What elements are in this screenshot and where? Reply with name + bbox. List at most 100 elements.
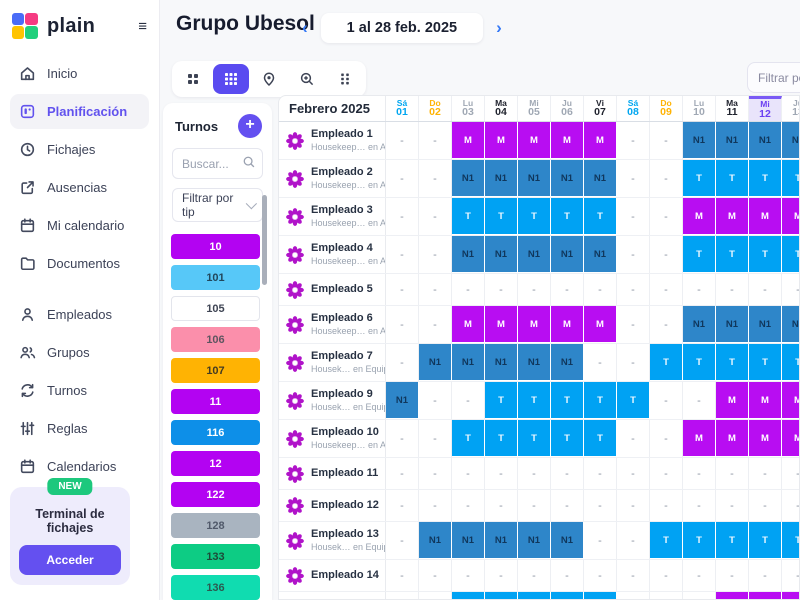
shift-cell[interactable]: M bbox=[749, 198, 782, 235]
shift-cell[interactable]: T bbox=[716, 236, 749, 273]
shift-cell[interactable] bbox=[419, 592, 452, 599]
sidebar-item-inicio[interactable]: Inicio bbox=[10, 56, 149, 91]
shift-cell[interactable]: T bbox=[584, 382, 617, 419]
shift-cell[interactable]: - bbox=[617, 236, 650, 273]
shift-list-scrollbar[interactable] bbox=[262, 195, 267, 285]
shift-cell[interactable]: M bbox=[452, 306, 485, 343]
shift-cell[interactable]: - bbox=[782, 458, 799, 489]
shift-cell[interactable]: N1 bbox=[716, 306, 749, 343]
shift-cell[interactable]: M bbox=[518, 306, 551, 343]
shift-cell[interactable]: T bbox=[650, 344, 683, 381]
shift-cell[interactable]: T bbox=[782, 160, 799, 197]
shift-cell[interactable]: N1 bbox=[485, 160, 518, 197]
shift-cell[interactable]: N1 bbox=[518, 522, 551, 559]
shift-cell[interactable]: - bbox=[419, 274, 452, 305]
shift-cell[interactable]: - bbox=[485, 560, 518, 591]
shift-chip[interactable]: 122 bbox=[171, 482, 260, 507]
shift-cell[interactable]: N1 bbox=[485, 236, 518, 273]
shift-cell[interactable]: - bbox=[584, 560, 617, 591]
shift-cell[interactable]: - bbox=[386, 236, 419, 273]
shift-cell[interactable]: - bbox=[386, 490, 419, 521]
shift-cell[interactable]: M bbox=[749, 420, 782, 457]
shift-cell[interactable]: - bbox=[716, 560, 749, 591]
shift-cell[interactable]: T bbox=[452, 198, 485, 235]
shift-cell[interactable]: T bbox=[518, 382, 551, 419]
shift-cell[interactable]: - bbox=[419, 420, 452, 457]
shift-cell[interactable]: N1 bbox=[683, 306, 716, 343]
shift-cell[interactable]: T bbox=[749, 236, 782, 273]
shift-cell[interactable] bbox=[551, 592, 584, 599]
shift-cell[interactable]: - bbox=[386, 420, 419, 457]
shift-cell[interactable] bbox=[650, 592, 683, 599]
shift-cell[interactable]: - bbox=[782, 274, 799, 305]
shift-cell[interactable]: M bbox=[485, 306, 518, 343]
shift-cell[interactable]: T bbox=[716, 160, 749, 197]
shift-cell[interactable]: N1 bbox=[452, 236, 485, 273]
shift-cell[interactable]: - bbox=[452, 490, 485, 521]
shift-cell[interactable]: - bbox=[518, 490, 551, 521]
shift-cell[interactable] bbox=[782, 592, 799, 599]
shift-cell[interactable]: T bbox=[683, 160, 716, 197]
shift-cell[interactable]: - bbox=[584, 344, 617, 381]
shift-cell[interactable]: - bbox=[518, 560, 551, 591]
sidebar-item-mi-calendario[interactable]: Mi calendario bbox=[10, 208, 149, 243]
shift-cell[interactable]: M bbox=[749, 382, 782, 419]
shift-cell[interactable]: - bbox=[683, 382, 716, 419]
shift-type-filter-select[interactable]: Filtrar por tip bbox=[172, 188, 263, 222]
shift-cell[interactable]: - bbox=[419, 458, 452, 489]
shift-cell[interactable]: - bbox=[419, 198, 452, 235]
shift-cell[interactable]: N1 bbox=[551, 344, 584, 381]
shift-cell[interactable]: T bbox=[551, 382, 584, 419]
shift-cell[interactable]: - bbox=[386, 344, 419, 381]
employee-label-cell[interactable]: Empleado 12 bbox=[279, 490, 386, 521]
shift-cell[interactable]: M bbox=[716, 420, 749, 457]
shift-cell[interactable]: N1 bbox=[584, 236, 617, 273]
shift-cell[interactable] bbox=[716, 592, 749, 599]
shift-cell[interactable]: - bbox=[617, 490, 650, 521]
shift-cell[interactable]: - bbox=[386, 122, 419, 159]
employee-label-cell[interactable] bbox=[279, 592, 386, 599]
shift-cell[interactable] bbox=[485, 592, 518, 599]
shift-cell[interactable]: - bbox=[749, 560, 782, 591]
day-header[interactable]: Sá 08 bbox=[617, 96, 650, 121]
day-header[interactable]: Ju13 bbox=[782, 96, 799, 121]
shift-cell[interactable]: N1 bbox=[485, 344, 518, 381]
shift-cell[interactable]: - bbox=[683, 560, 716, 591]
day-header[interactable]: Ma 04 bbox=[485, 96, 518, 121]
shift-cell[interactable]: M bbox=[551, 306, 584, 343]
shift-cell[interactable]: N1 bbox=[782, 306, 799, 343]
shift-cell[interactable]: T bbox=[584, 420, 617, 457]
sidebar-item-fichajes[interactable]: Fichajes bbox=[10, 132, 149, 167]
shift-chip[interactable]: 107 bbox=[171, 358, 260, 383]
shift-cell[interactable]: - bbox=[452, 382, 485, 419]
shift-cell[interactable]: M bbox=[551, 122, 584, 159]
shift-cell[interactable]: - bbox=[650, 122, 683, 159]
shift-cell[interactable]: N1 bbox=[782, 122, 799, 159]
shift-cell[interactable]: T bbox=[749, 522, 782, 559]
shift-cell[interactable]: M bbox=[683, 198, 716, 235]
shift-cell[interactable]: N1 bbox=[452, 344, 485, 381]
shift-cell[interactable]: T bbox=[683, 344, 716, 381]
shift-cell[interactable]: N1 bbox=[419, 522, 452, 559]
shift-cell[interactable]: - bbox=[617, 198, 650, 235]
shift-cell[interactable]: - bbox=[782, 490, 799, 521]
sidebar-item-planificacion[interactable]: Planificación bbox=[10, 94, 149, 129]
shift-cell[interactable]: - bbox=[617, 274, 650, 305]
prev-period-button[interactable]: ‹ bbox=[302, 18, 308, 37]
shift-cell[interactable]: - bbox=[386, 522, 419, 559]
shift-cell[interactable]: N1 bbox=[419, 344, 452, 381]
shift-cell[interactable]: - bbox=[386, 458, 419, 489]
shift-cell[interactable]: M bbox=[716, 382, 749, 419]
shift-cell[interactable]: T bbox=[650, 522, 683, 559]
shift-cell[interactable]: T bbox=[551, 198, 584, 235]
shift-cell[interactable]: - bbox=[749, 490, 782, 521]
shift-cell[interactable]: - bbox=[386, 160, 419, 197]
day-header[interactable]: Sá 01 bbox=[386, 96, 419, 121]
shift-cell[interactable]: - bbox=[419, 490, 452, 521]
shift-cell[interactable]: - bbox=[551, 490, 584, 521]
shift-cell[interactable]: - bbox=[683, 490, 716, 521]
